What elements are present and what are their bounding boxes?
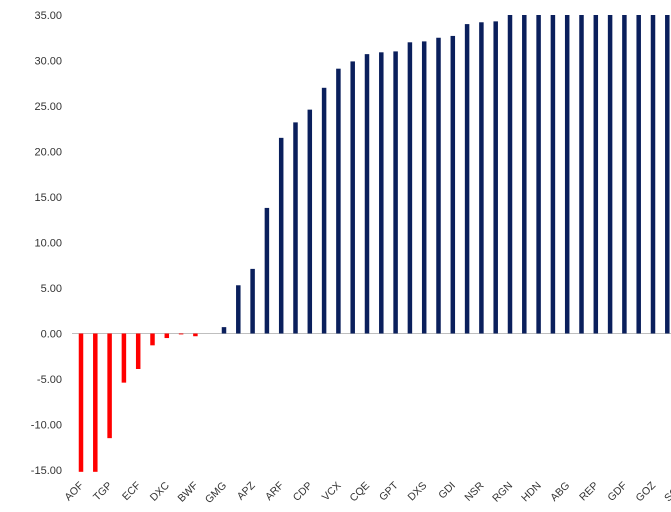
bar <box>536 15 541 334</box>
x-tick-label: CDP <box>291 480 315 504</box>
x-tick-label: CQE <box>348 480 373 505</box>
x-tick-label: GMG <box>203 480 229 506</box>
y-tick-label: 0.00 <box>41 329 62 341</box>
bar <box>78 333 84 472</box>
x-axis-ticks: AOF TGP ECF DXC BWF GMG APZ ARF CDP VCX CQE GPT DXS G… <box>62 479 671 506</box>
bar <box>607 15 613 334</box>
bar <box>622 15 627 334</box>
bar <box>564 15 570 334</box>
bar <box>393 51 398 334</box>
bar <box>93 333 98 472</box>
x-tick-label: ABG <box>548 480 572 504</box>
bar <box>135 333 141 369</box>
bar <box>636 15 641 334</box>
bar <box>236 285 241 334</box>
bar <box>550 15 556 334</box>
y-tick-label: 30.00 <box>34 56 62 68</box>
bars <box>78 15 670 472</box>
bar <box>522 15 527 334</box>
x-tick-label: HDN <box>519 480 544 505</box>
bar <box>221 327 227 334</box>
x-tick-label: GOZ <box>634 479 659 504</box>
bar <box>507 15 513 334</box>
bar <box>665 15 670 334</box>
bar <box>364 54 370 334</box>
y-tick-label: 5.00 <box>41 283 62 295</box>
bar <box>121 333 127 383</box>
x-tick-label: SCG <box>662 480 671 505</box>
x-tick-label: RGN <box>490 480 515 505</box>
bar <box>493 21 498 334</box>
bar <box>250 268 255 334</box>
bar <box>407 42 413 334</box>
bar <box>164 333 170 339</box>
bar <box>464 24 470 334</box>
bar <box>193 333 198 337</box>
bar <box>421 41 427 334</box>
bar <box>350 61 355 334</box>
bar <box>278 137 284 334</box>
y-tick-label: -15.00 <box>31 465 62 477</box>
y-tick-label: 20.00 <box>34 147 62 159</box>
y-tick-label: -10.00 <box>31 420 62 432</box>
x-tick-label: NSR <box>462 479 486 503</box>
bar <box>593 15 599 334</box>
bar <box>579 15 584 334</box>
x-tick-label: DXS <box>406 480 430 504</box>
x-tick-label: BWF <box>176 480 201 505</box>
y-tick-label: 35.00 <box>34 10 62 22</box>
x-tick-label: ECF <box>120 480 143 503</box>
bar <box>436 37 441 334</box>
x-tick-label: REP <box>577 480 601 504</box>
x-tick-label: VCX <box>320 480 344 504</box>
x-tick-label: GPT <box>377 479 401 503</box>
bar <box>264 207 270 334</box>
x-tick-label: GDI <box>436 480 458 502</box>
bar <box>379 52 384 334</box>
bar <box>450 35 456 334</box>
bar <box>178 333 184 335</box>
bar <box>307 109 313 334</box>
x-tick-label: APZ <box>235 479 258 502</box>
y-axis-ticks: 35.00 30.00 25.00 20.00 15.00 10.00 5.00 0.00 -5… <box>31 10 62 477</box>
x-tick-label: GDF <box>605 480 629 504</box>
bar <box>650 15 656 334</box>
bar <box>107 333 112 439</box>
y-tick-label: 25.00 <box>34 101 62 113</box>
y-tick-label: 15.00 <box>34 192 62 204</box>
bar <box>150 333 155 346</box>
y-tick-label: 10.00 <box>34 238 62 250</box>
bar <box>336 68 341 334</box>
bar <box>479 22 484 334</box>
x-tick-label: AOF <box>62 480 86 504</box>
x-tick-label: ARF <box>263 480 286 503</box>
x-tick-label: DXC <box>148 479 172 503</box>
x-tick-label: TGP <box>91 480 115 504</box>
y-tick-label: -5.00 <box>37 374 62 386</box>
bar <box>293 122 298 334</box>
bar <box>321 87 327 334</box>
